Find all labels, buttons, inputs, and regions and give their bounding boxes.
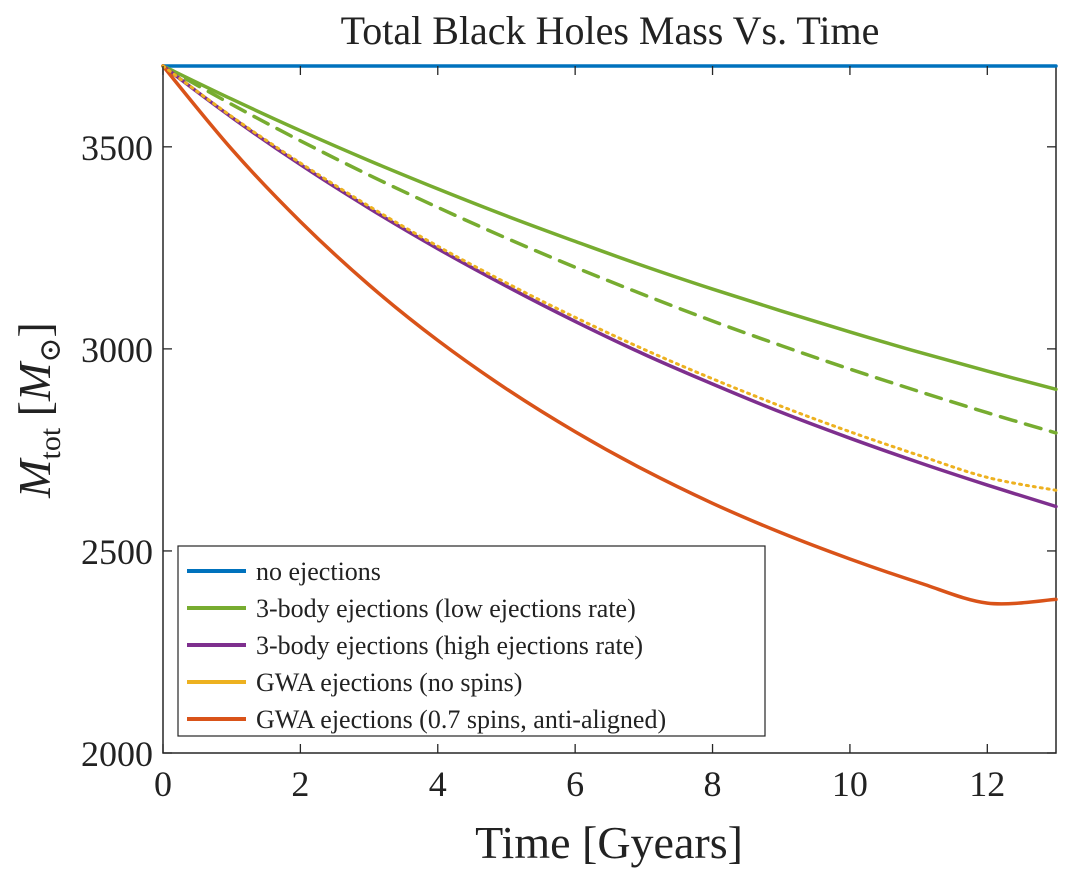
- legend-items: no ejections 3-body ejections (low ejecti…: [187, 557, 666, 734]
- series-line-5: [161, 64, 1058, 606]
- legend: no ejections 3-body ejections (low ejecti…: [177, 545, 766, 737]
- x-tick-label: 4: [429, 764, 447, 804]
- y-label-unit-close: ]: [9, 322, 60, 337]
- x-tick-label: 12: [969, 764, 1005, 804]
- ticks-layer: 0 2 4 6 8 10 12 2000 2500 3000 3500: [81, 66, 1056, 804]
- x-tick-label: 8: [704, 764, 722, 804]
- legend-label: no ejections: [256, 557, 381, 586]
- x-tick-label: 6: [566, 764, 584, 804]
- y-tick-label: 2000: [81, 734, 153, 774]
- y-label-unit-subscript: ⊙: [34, 338, 67, 363]
- y-tick-label: 3500: [81, 128, 153, 168]
- series-line-4: [161, 64, 1058, 492]
- legend-label: 3-body ejections (high ejections rate): [256, 631, 643, 660]
- series-layer: [161, 64, 1058, 606]
- legend-label: GWA ejections (0.7 spins, anti-aligned): [256, 705, 666, 734]
- series-line-1: [161, 64, 1058, 392]
- y-label-symbol: M: [9, 457, 60, 499]
- y-tick-label: 2500: [81, 532, 153, 572]
- x-tick-label: 2: [291, 764, 309, 804]
- legend-box: [177, 545, 766, 737]
- x-tick-label: 10: [832, 764, 868, 804]
- y-label-subscript: tot: [34, 427, 67, 459]
- legend-label: GWA ejections (no spins): [256, 668, 522, 697]
- legend-label: 3-body ejections (low ejections rate): [256, 594, 636, 623]
- y-label-unit-open: [: [9, 401, 60, 428]
- x-tick-label: 0: [154, 764, 172, 804]
- x-axis-label: Time [Gyears]: [475, 817, 743, 868]
- chart-title: Total Black Holes Mass Vs. Time: [341, 8, 880, 53]
- y-axis-label: Mtot [M⊙]: [9, 322, 67, 499]
- y-tick-label: 3000: [81, 330, 153, 370]
- y-label-unit-symbol: M: [9, 360, 60, 402]
- series-line-2: [161, 64, 1058, 435]
